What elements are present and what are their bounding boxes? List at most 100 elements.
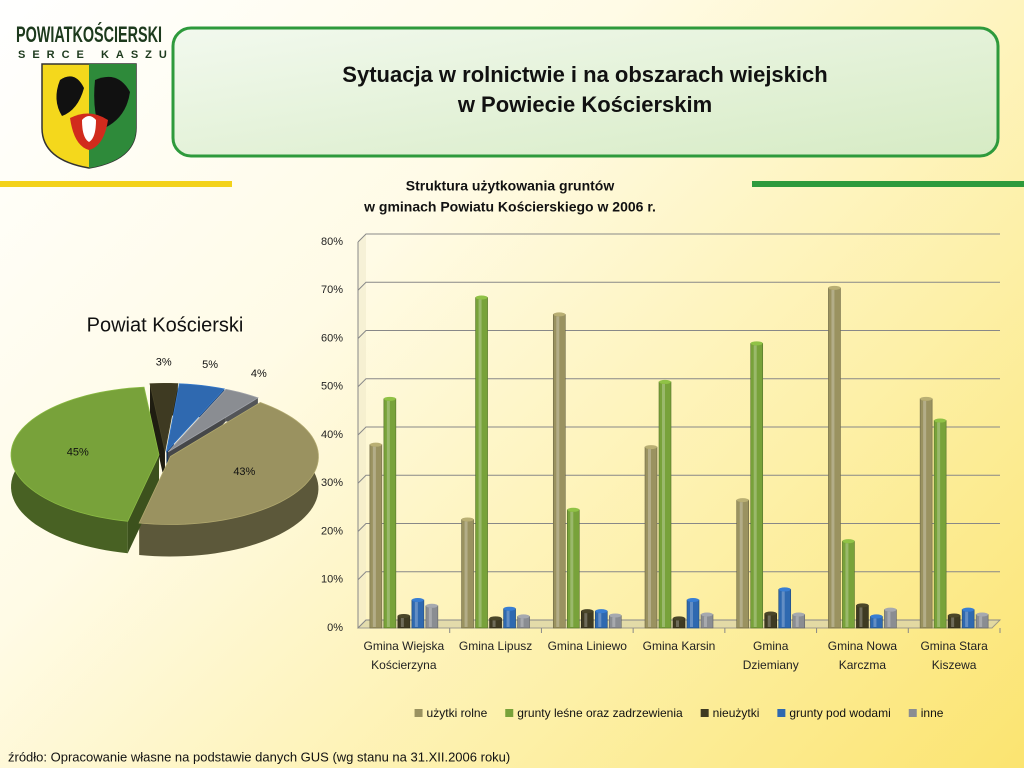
legend-label: grunty pod wodami: [789, 706, 890, 720]
legend-swatch: [777, 709, 786, 717]
bar-shine: [520, 618, 524, 627]
bar-cap: [645, 445, 657, 450]
bar-cap: [884, 607, 897, 612]
bar-shine: [464, 521, 468, 627]
pie-side: [150, 383, 165, 484]
bar-shine: [845, 543, 849, 627]
bar-shine: [598, 613, 602, 627]
bar-cap: [369, 442, 382, 447]
y-tick-label: 10%: [321, 574, 343, 586]
bar-shine: [556, 316, 560, 627]
pie-slice: [167, 388, 259, 453]
source-note: źródło: Opracowanie własne na podstawie …: [8, 749, 510, 764]
header-box: [171, 26, 1000, 158]
divider: [0, 181, 232, 187]
pie-slice: [10, 386, 160, 522]
bar-shine: [795, 616, 799, 627]
bar-shine: [979, 616, 983, 627]
bar-shine: [662, 383, 665, 627]
legend-label: grunty leśne oraz zadrzewienia: [517, 706, 683, 720]
pie-side: [127, 454, 160, 554]
bar-cap: [581, 609, 594, 614]
bar-shine: [965, 611, 969, 627]
x-tick-label: Gmina Dziemiany: [742, 639, 799, 672]
bar-shine: [492, 620, 496, 627]
grid-line: [357, 281, 1000, 291]
pie-side: [139, 402, 319, 557]
bar-shine: [648, 449, 651, 627]
bar-cap: [411, 598, 424, 603]
bar-cap: [948, 613, 961, 618]
y-tick-label: 50%: [321, 381, 343, 393]
bar-shine: [831, 289, 835, 627]
legend-swatch: [700, 709, 709, 717]
bar-cap: [687, 598, 699, 603]
bar-cap: [792, 612, 805, 617]
grid-line: [357, 571, 1000, 581]
bar-cap: [778, 587, 791, 592]
grid-line: [357, 330, 1000, 339]
bar-shine: [506, 610, 510, 627]
bar-shine: [781, 591, 785, 627]
pie-slice: [165, 383, 226, 453]
coat-of-arms: [41, 63, 137, 169]
pie-label: 3%: [156, 356, 172, 368]
legend-swatch: [505, 709, 514, 717]
bar-shine: [612, 617, 616, 627]
bar-cap: [461, 517, 474, 522]
bar-cap: [920, 396, 933, 401]
y-tick-label: 0%: [327, 622, 343, 634]
grid-line: [357, 378, 1000, 388]
bar-shine: [478, 299, 482, 627]
pie-label: 4%: [251, 368, 267, 380]
legend-label: użytki rolne: [427, 706, 488, 720]
bar-shine: [584, 613, 588, 627]
bar-cap: [595, 609, 608, 614]
bar-cap: [764, 611, 777, 616]
legend-swatch: [414, 709, 423, 717]
y-tick-label: 30%: [321, 477, 343, 489]
bar-cap: [567, 507, 580, 512]
bar-cap: [553, 312, 566, 317]
grid-line: [357, 233, 1000, 243]
header-title: w Powiecie Kościerskim: [457, 92, 712, 117]
pie-label: 5%: [202, 359, 218, 371]
bar-shine: [400, 617, 404, 627]
bar-cap: [750, 341, 763, 346]
divider: [752, 181, 1024, 187]
x-tick-label: Gmina Nowa Karczma: [827, 639, 898, 672]
pie-title: Powiat Kościerski: [87, 314, 244, 336]
bar-shine: [951, 617, 955, 627]
bar-shine: [570, 511, 574, 627]
bar-cap: [503, 606, 516, 611]
pie-slice: [138, 402, 319, 525]
bar-cap: [934, 418, 947, 423]
bar-shine: [739, 502, 743, 627]
legend: użytki rolne grunty leśne oraz zadrzewien…: [414, 706, 944, 720]
bar-cap: [842, 539, 855, 544]
bar-cap: [397, 613, 410, 618]
legend-swatch: [908, 709, 917, 717]
y-tick-label: 70%: [321, 284, 343, 296]
bar-cap: [489, 616, 502, 621]
bar-cap: [425, 603, 438, 608]
x-tick-label: Gmina Karsin: [642, 639, 716, 653]
x-tick-label: Gmina Wiejska Kościerzyna: [363, 639, 445, 672]
pie-label: 45%: [67, 447, 89, 459]
bar-shine: [753, 345, 757, 627]
x-tick-label: Gmina Liniewo: [547, 639, 627, 653]
bar-shine: [676, 620, 679, 627]
bar-cap: [673, 616, 685, 621]
bar-shine: [873, 618, 877, 627]
header-title: Sytuacja w rolnictwie i na obszarach wie…: [342, 62, 827, 87]
bar-shine: [690, 602, 693, 627]
bar-cap: [609, 613, 622, 618]
y-tick-label: 80%: [321, 236, 343, 248]
bar-cap: [962, 607, 975, 612]
bar-shine: [414, 602, 418, 627]
bar-cap: [475, 295, 488, 300]
x-tick-label: Gmina Stara Kiszewa: [920, 639, 988, 672]
bar-shine: [704, 616, 707, 627]
